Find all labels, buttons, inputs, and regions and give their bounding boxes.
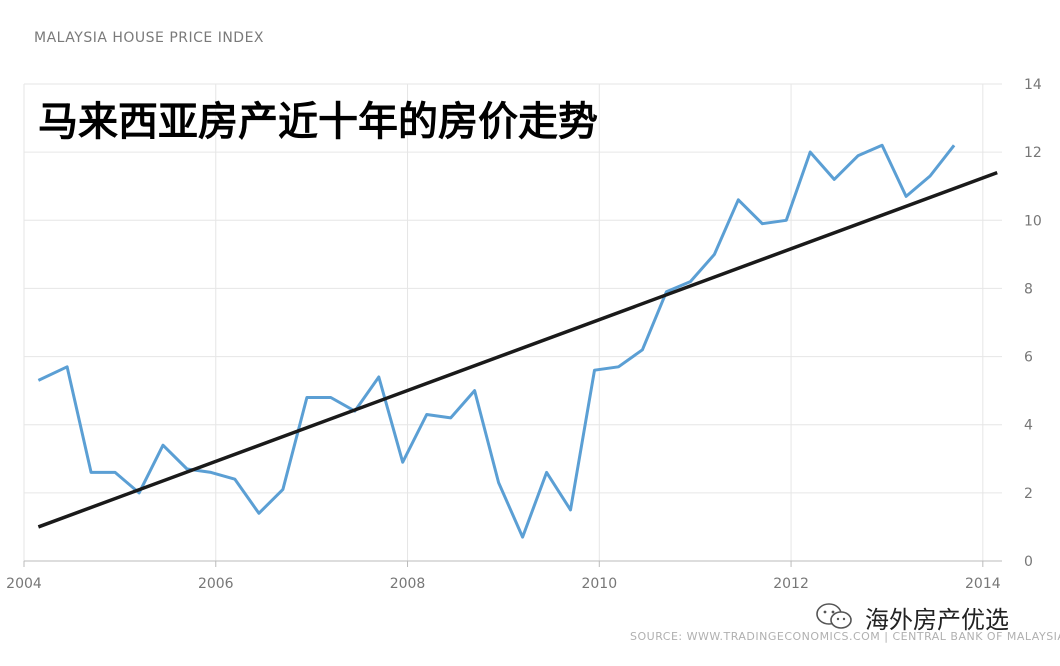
trend-line xyxy=(37,170,998,529)
x-tick-label: 2006 xyxy=(198,576,234,592)
y-tick-label: 10 xyxy=(1024,213,1042,229)
y-tick-label: 8 xyxy=(1024,281,1033,297)
y-tick-label: 0 xyxy=(1024,554,1033,570)
brand-badge: 海外房产优选 xyxy=(815,600,1009,634)
x-tick-label: 2010 xyxy=(581,576,617,592)
y-tick-label: 12 xyxy=(1024,145,1042,161)
source-note: SOURCE: WWW.TRADINGECONOMICS.COM | CENTR… xyxy=(630,630,1060,643)
y-tick-label: 2 xyxy=(1024,486,1033,502)
grid xyxy=(23,83,1002,567)
x-tick-label: 2004 xyxy=(6,576,42,592)
y-tick-label: 6 xyxy=(1024,350,1033,366)
wechat-icon xyxy=(815,602,855,632)
trend-layer xyxy=(37,170,998,529)
chart-title: 马来西亚房产近十年的房价走势 xyxy=(38,99,598,145)
x-tick-label: 2012 xyxy=(773,576,809,592)
tick-labels: 0 2 4 6 8 10 12 14 2004 2006 2008 2010 2012 2014 xyxy=(6,77,1042,592)
series-line xyxy=(37,143,956,539)
y-tick-label: 4 xyxy=(1024,418,1033,434)
x-tick-label: 2008 xyxy=(390,576,426,592)
brand-label: 海外房产优选 xyxy=(865,605,1009,634)
chart-header: MALAYSIA HOUSE PRICE INDEX xyxy=(34,30,264,46)
y-tick-label: 14 xyxy=(1024,77,1042,93)
x-tick-label: 2014 xyxy=(965,576,1001,592)
series-layer xyxy=(37,143,956,539)
